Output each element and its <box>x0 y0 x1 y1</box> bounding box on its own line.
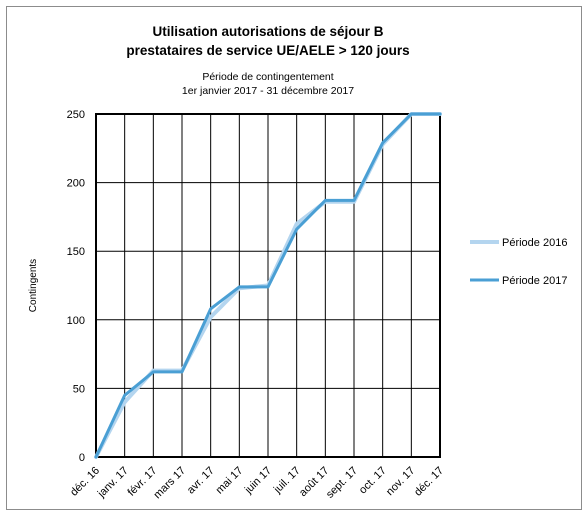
y-tick-label: 200 <box>67 178 85 190</box>
chart-subtitle-line-1: Période de contingentement <box>202 71 334 83</box>
y-tick-label: 250 <box>67 109 85 121</box>
x-tick-label: sept. 17 <box>324 465 360 501</box>
chart-title-line-2: prestataires de service UE/AELE > 120 jo… <box>126 43 410 58</box>
chart-title: Utilisation autorisations de séjour B pr… <box>96 22 440 60</box>
y-axis-label: Contingents <box>28 259 39 312</box>
x-tick-label: avr. 17 <box>185 465 217 497</box>
x-tick-label: mars 17 <box>152 465 189 502</box>
plot-area-border <box>95 113 441 458</box>
chart-subtitle: Période de contingentement 1er janvier 2… <box>96 70 440 98</box>
x-tick-label: nov. 17 <box>384 465 417 498</box>
legend-label: Période 2017 <box>502 275 567 287</box>
series-line-p-riode-2017 <box>94 112 442 459</box>
y-tick-label: 50 <box>73 383 85 395</box>
legend-label: Période 2016 <box>502 237 567 249</box>
x-tick-label: déc. 17 <box>412 465 446 499</box>
chart-title-line-1: Utilisation autorisations de séjour B <box>152 24 384 39</box>
x-tick-label: janv. 17 <box>95 465 131 501</box>
y-tick-label: 0 <box>79 452 85 464</box>
y-tick-label: 150 <box>67 246 85 258</box>
y-tick-label: 100 <box>67 315 85 327</box>
x-tick-label: oct. 17 <box>357 465 389 497</box>
chart-frame <box>6 6 582 510</box>
x-tick-label: juin 17 <box>242 465 274 497</box>
chart-subtitle-line-2: 1er janvier 2017 - 31 décembre 2017 <box>181 85 355 97</box>
x-tick-label: mai 17 <box>214 465 246 497</box>
